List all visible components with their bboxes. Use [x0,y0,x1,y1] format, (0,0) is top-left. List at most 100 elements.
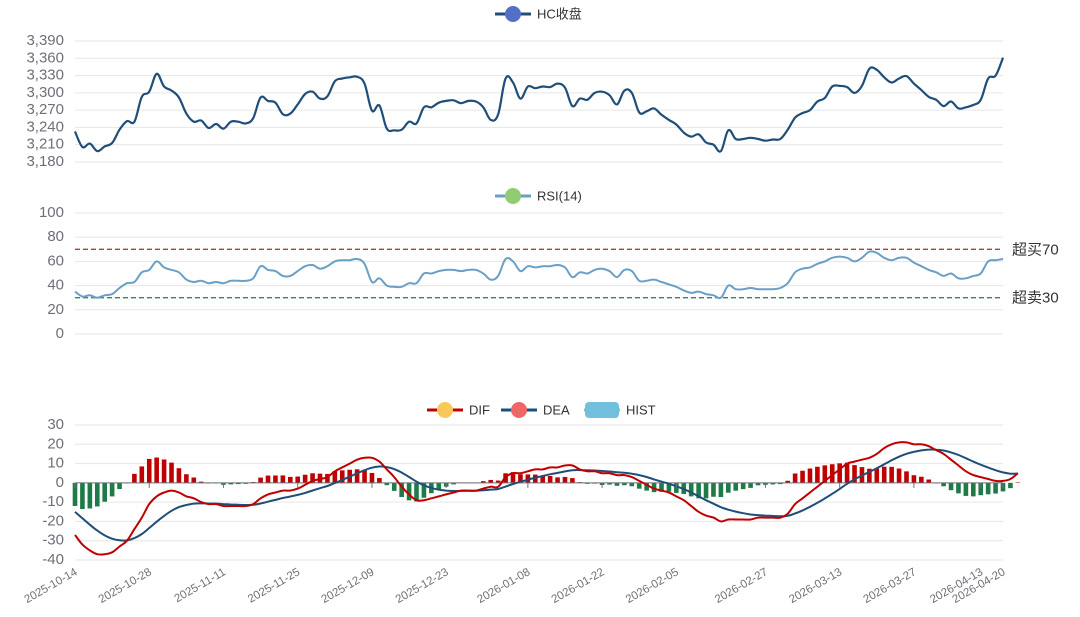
macd-hist-bar [1015,482,1021,483]
macd-hist-bar [72,482,78,506]
macd-hist-bar [273,475,278,483]
macd-hist-bar [362,470,367,483]
macd-hist-bar [302,474,308,483]
macd-y-tick: -10 [42,493,64,510]
x-axis-label: 2026-01-22 [550,566,607,606]
macd-hist-bar [867,468,872,483]
macd-hist-bar [815,466,820,483]
x-axis-label: 2025-12-09 [320,566,377,606]
macd-hist-bar [785,480,791,483]
macd-hist-bar [889,466,894,483]
legend-marker-dea [511,402,527,418]
legend-label-dif: DIF [469,402,490,417]
macd-hist-bar [659,482,664,492]
legend-label-price: HC收盘 [537,6,582,21]
macd-hist-bar [748,482,753,488]
macd-hist-bar [369,472,375,483]
macd-hist-bar [228,482,234,485]
legend-marker-price [505,6,521,22]
macd-hist-bar [495,480,501,483]
macd-hist-bar [874,468,880,483]
macd-y-tick: -40 [42,551,64,568]
macd-hist-bar [829,464,835,483]
macd-hist-bar [726,482,731,493]
macd-hist-bar [540,476,546,483]
x-axis-label: 2026-02-27 [713,566,770,606]
legend-label-dea: DEA [543,402,570,417]
macd-hist-bar [570,478,575,483]
macd-hist-bar [807,468,813,483]
macd-hist-bar [295,476,301,483]
macd-hist-bar [948,482,954,491]
x-axis-label: 2026-01-08 [475,566,532,606]
macd-hist-bar [822,465,828,483]
macd-hist-bar [132,473,137,483]
macd-hist-bar [518,474,523,483]
macd-hist-bar [1008,482,1013,489]
macd-hist-bar [733,482,739,491]
macd-hist-bar [94,482,100,507]
rsi-y-tick: 60 [47,252,64,269]
x-axis-label: 2025-12-23 [394,566,451,606]
macd-hist-bar [622,482,627,486]
rsi-line [74,250,1004,300]
macd-hist-bar [184,474,189,483]
macd-dea-line [74,448,1018,542]
macd-hist-bar [852,465,857,483]
rsi-y-tick: 20 [47,301,64,318]
rsi-y-tick: 0 [56,325,64,342]
rsi-y-tick: 80 [47,228,64,245]
x-axis-label: 2026-02-05 [624,566,681,606]
macd-hist-bar [161,459,167,483]
macd-hist-bar [354,469,360,483]
macd-hist-bar [770,482,776,485]
macd-hist-bar [191,477,197,483]
macd-hist-bar [993,482,998,494]
macd-hist-bar [688,482,694,497]
macd-hist-bar [525,474,531,483]
macd-hist-bar [941,482,946,487]
macd-hist-bar [881,466,887,483]
macd-hist-bar [904,471,909,483]
macd-hist-bar [800,470,805,483]
rsi-y-tick: 100 [39,204,64,221]
macd-hist-bar [978,482,984,496]
macd-hist-bar [985,482,991,495]
macd-hist-bar [644,482,649,491]
rsi-ref-label-30: 超卖30 [1012,290,1059,307]
legend-swatch-hist [585,402,619,418]
macd-hist-bar [837,463,842,483]
macd-hist-bar [406,482,412,501]
price-y-tick: 3,300 [26,84,64,101]
macd-hist-bar [332,471,338,483]
macd-hist-bar [636,482,642,489]
macd-hist-bar [198,481,204,483]
macd-hist-bar [547,476,553,483]
macd-hist-bar [919,476,924,483]
price-line [73,57,1005,153]
macd-hist-bar [414,482,419,502]
macd-hist-bar [488,479,494,483]
macd-hist-bar [117,482,122,490]
price-y-tick: 3,210 [26,136,64,153]
x-axis-label: 2026-03-27 [861,566,918,606]
macd-hist-bar [674,482,679,493]
macd-hist-bar [718,482,724,498]
legend-label-hist: HIST [626,402,656,417]
macd-hist-bar [421,482,427,498]
macd-y-tick: 0 [56,474,64,491]
macd-hist-bar [80,482,85,510]
macd-hist-bar [696,482,701,499]
legend-marker-dif [437,402,453,418]
macd-hist-bar [971,482,976,497]
macd-hist-bar [384,482,390,486]
macd-hist-bar [844,462,850,483]
x-axis-label: 2026-03-13 [787,566,844,606]
rsi-ref-label-70: 超买70 [1012,241,1059,258]
macd-hist-bar [377,478,382,483]
x-axis-label: 2025-10-28 [97,566,154,606]
macd-hist-bar [911,475,917,483]
macd-hist-bar [755,482,761,486]
macd-hist-bar [607,482,612,485]
